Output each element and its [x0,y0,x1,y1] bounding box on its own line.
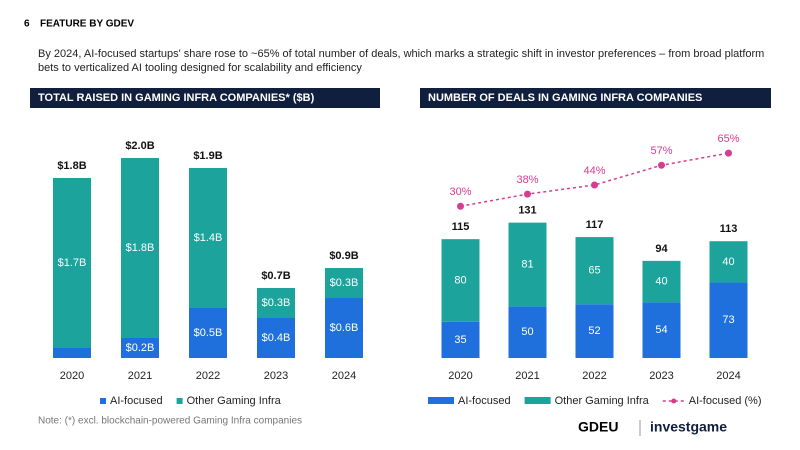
data-label: 80 [454,274,466,286]
data-label: $1.8B [126,242,155,254]
data-label: 50 [521,326,533,338]
data-label: $0.2B [126,342,155,354]
legend-swatch [176,398,183,404]
data-label: 40 [655,275,667,287]
point [591,181,598,189]
intro-text: By 2024, AI-focused startups' share rose… [38,48,765,74]
total-label: 131 [518,205,536,217]
logo: GDEU [578,419,618,435]
total-label: $2.0B [125,140,154,152]
x-tick-label: 2021 [128,370,152,382]
total-label: $1.9B [193,150,222,162]
total-label: $1.8B [57,160,86,172]
logo: investgame [650,419,727,435]
total-label: $0.9B [329,250,358,262]
x-tick-label: 2022 [196,370,220,382]
bar-segment [642,302,681,358]
data-label: 81 [521,258,533,270]
page-number: 6 [24,19,30,30]
total-label: 117 [586,219,604,231]
legend-label: AI-focused [458,395,511,407]
legend-swatch [671,398,677,404]
data-label: 52 [588,325,600,337]
bar-segment [325,298,363,358]
bar-segment [53,178,91,348]
bar-segment [575,237,614,305]
point [524,190,531,198]
bar-segment [257,288,295,318]
bar-segment [575,304,614,358]
data-label: $0.4B [262,332,291,344]
data-label: $1.4B [194,232,223,244]
bar-segment [508,306,547,358]
data-label: 54 [655,324,667,336]
chart-title: NUMBER OF DEALS IN GAMING INFRA COMPANIE… [428,92,702,104]
x-tick-label: 2022 [582,370,606,382]
bar-segment [709,241,748,283]
total-label: 113 [720,223,738,235]
legend-label: Other Gaming Infra [187,395,282,407]
bar-segment [709,282,748,358]
data-label: 40 [722,256,734,268]
bar-segment [441,239,480,322]
total-label: 94 [655,243,668,255]
bar-segment [441,321,480,358]
note: Note: (*) excl. blockchain-powered Gamin… [38,416,302,427]
chart-title: TOTAL RAISED IN GAMING INFRA COMPANIES* … [38,92,315,104]
data-label: $0.3B [262,297,291,309]
total-label: 115 [452,221,470,233]
data-label: $0.5B [194,327,223,339]
title-bar [30,88,380,108]
x-tick-label: 2024 [332,370,356,382]
data-label: 57% [650,145,672,157]
point [725,149,732,157]
data-label: 73 [722,314,734,326]
bar-segment [508,222,547,307]
bar-segment [121,158,159,338]
x-tick-label: 2023 [649,370,673,382]
bar-segment [53,348,91,358]
data-label: 35 [454,334,466,346]
title-bar [420,88,771,108]
data-label: 65% [717,133,739,145]
bar-segment [121,338,159,358]
x-tick-label: 2021 [515,370,539,382]
x-tick-label: 2024 [716,370,740,382]
line [460,152,729,207]
bar-segment [325,268,363,298]
legend-swatch [428,397,454,404]
section-label: FEATURE BY GDEV [40,19,134,30]
bar-segment [257,318,295,358]
data-label: $0.3B [330,277,359,289]
data-label: 38% [516,174,538,186]
bar-segment [642,260,681,303]
legend-label: AI-focused (%) [689,395,762,407]
legend-label: AI-focused [110,395,163,407]
data-label: 65 [588,265,600,277]
x-tick-label: 2023 [264,370,288,382]
legend-swatch [524,397,551,404]
bar-segment [189,308,227,358]
point [658,161,665,169]
point [457,202,464,210]
bar-segment [189,168,227,308]
data-label: 44% [583,165,605,177]
data-label: $1.7B [58,257,87,269]
data-label: 30% [449,186,471,198]
total-label: $0.7B [261,270,290,282]
legend-label: Other Gaming Infra [555,395,650,407]
legend-swatch [100,398,106,404]
data-label: $0.6B [330,322,359,334]
x-tick-label: 2020 [448,370,472,382]
x-tick-label: 2020 [60,370,84,382]
